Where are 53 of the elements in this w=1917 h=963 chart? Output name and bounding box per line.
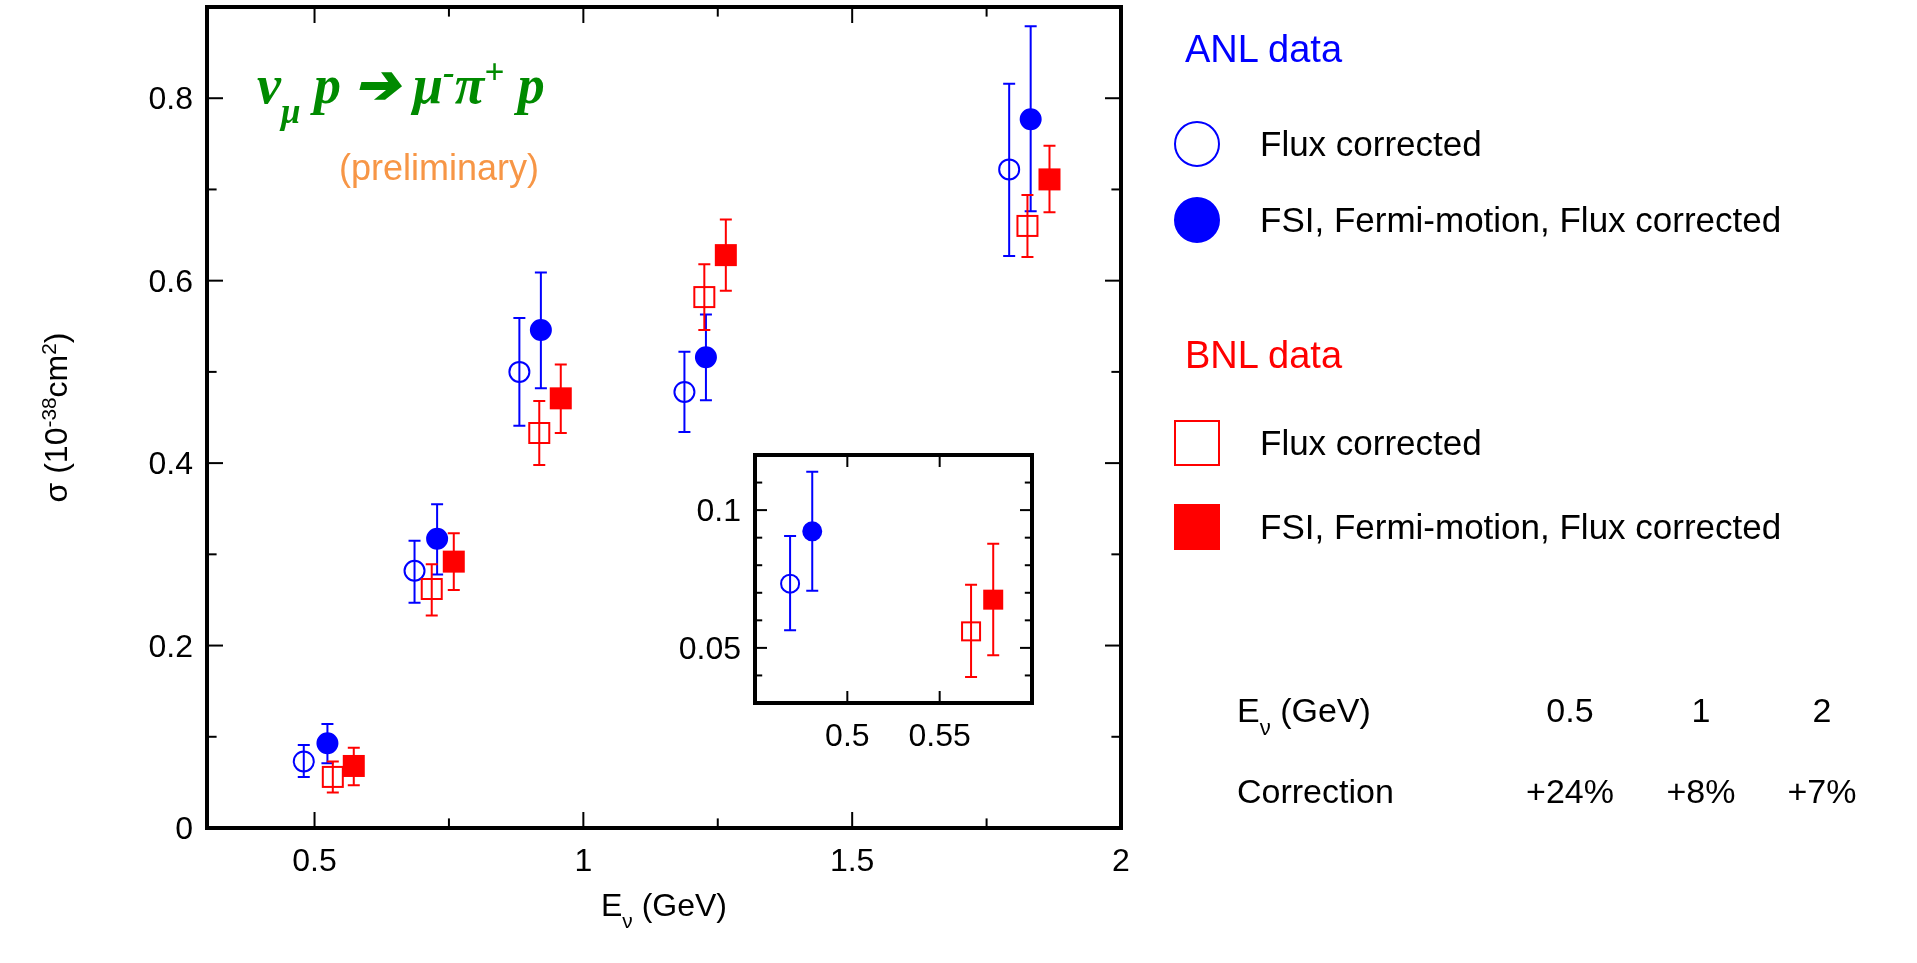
- legend-label: FSI, Fermi-motion, Flux corrected: [1260, 507, 1782, 547]
- legend-label: Flux corrected: [1260, 423, 1482, 463]
- y-tick-label: 0.2: [148, 627, 193, 664]
- point: [714, 244, 737, 267]
- point: [292, 750, 315, 773]
- point: [1019, 108, 1042, 131]
- point: [693, 286, 716, 309]
- legend-label: FSI, Fermi-motion, Flux corrected: [1260, 200, 1782, 240]
- text: Correction: [1237, 772, 1394, 810]
- point: [998, 158, 1021, 181]
- point: [802, 521, 823, 542]
- text: 1: [1691, 691, 1711, 729]
- point: [442, 550, 465, 573]
- text: ANL data: [1185, 28, 1343, 70]
- x-tick-label: 0.55: [908, 717, 971, 754]
- point: [1016, 214, 1039, 237]
- point: [780, 573, 801, 594]
- text: E$_{ν}$ (GeV): [1237, 691, 1371, 740]
- point: [529, 318, 552, 341]
- point: [1038, 168, 1061, 191]
- x-axis-title: E$_{ν}$ (GeV): [601, 887, 727, 932]
- x-tick-label: 0.5: [292, 842, 337, 879]
- y-tick-label: 0.4: [148, 445, 193, 482]
- point: [961, 621, 982, 642]
- x-tick-label: 1.5: [829, 842, 875, 879]
- point: [528, 422, 551, 445]
- text: +8%: [1666, 772, 1736, 810]
- point: [694, 346, 717, 369]
- text: 2: [1812, 691, 1832, 729]
- point: [321, 765, 344, 788]
- x-tick-label: 1: [574, 842, 593, 879]
- x-tick-label: 2: [1112, 842, 1130, 879]
- point: [426, 527, 449, 550]
- annotation: (preliminary): [338, 147, 540, 188]
- text: BNL data: [1185, 334, 1343, 376]
- point: [549, 387, 572, 410]
- y-tick-label: 0.1: [696, 492, 741, 529]
- point: [420, 578, 443, 600]
- y-tick-label: 0.8: [148, 80, 193, 117]
- text: +24%: [1526, 772, 1614, 810]
- point: [316, 732, 339, 755]
- point: [403, 559, 426, 582]
- point: [673, 380, 696, 403]
- text: 0.5: [1546, 691, 1594, 729]
- text: ν$_{μ}$ p ➔ μ$^{-}$π$^{+}$ p: [257, 52, 545, 131]
- y-tick-label: 0.6: [148, 262, 193, 299]
- point: [342, 754, 365, 777]
- point: [983, 589, 1004, 610]
- text: +7%: [1787, 772, 1857, 810]
- legend-label: Flux corrected: [1260, 124, 1482, 164]
- point: [508, 360, 531, 383]
- y-tick-label: 0.05: [678, 630, 741, 667]
- y-tick-label: 0: [175, 810, 193, 847]
